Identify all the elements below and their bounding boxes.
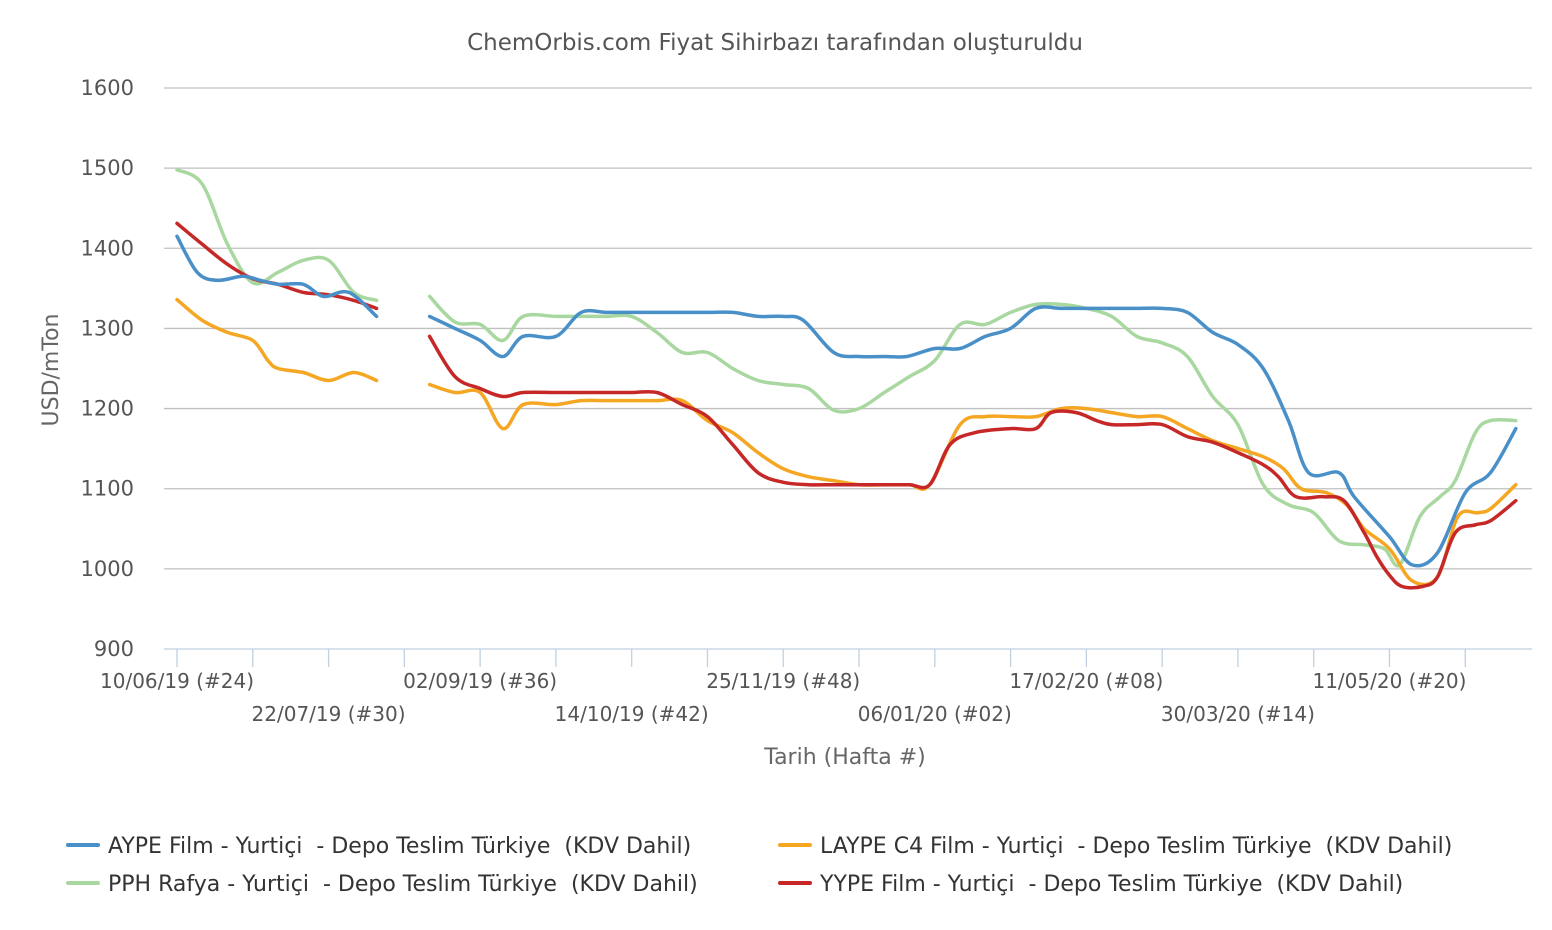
y-tick-label: 1300 (81, 316, 134, 340)
series-lines (175, 167, 1518, 590)
grid-lines (164, 87, 1532, 570)
x-axis-ticks (176, 649, 1466, 667)
y-tick-label: 1600 (81, 76, 134, 100)
legend-item-label[interactable]: LAYPE C4 Film - Yurtiçi - Depo Teslim Tü… (820, 834, 1452, 859)
y-tick-label: 1000 (81, 557, 134, 581)
y-tick-label: 1200 (81, 397, 134, 421)
x-axis-title: Tarih (Hafta #) (763, 745, 925, 770)
x-tick-label: 11/05/20 (#20) (1312, 669, 1466, 693)
x-tick-label: 22/07/19 (#30) (252, 702, 406, 726)
y-tick-label: 1100 (81, 477, 134, 501)
legend-item-label[interactable]: YYPE Film - Yurtiçi - Depo Teslim Türkiy… (819, 872, 1403, 897)
y-tick-label: 1500 (81, 156, 134, 180)
x-tick-label: 25/11/19 (#48) (706, 669, 860, 693)
x-tick-label: 30/03/20 (#14) (1161, 702, 1315, 726)
legend-item-label[interactable]: AYPE Film - Yurtiçi - Depo Teslim Türkiy… (108, 834, 691, 859)
chart-title: ChemOrbis.com Fiyat Sihirbazı tarafından… (467, 30, 1083, 56)
series-line-1 (175, 234, 1518, 568)
series-line-2 (175, 297, 1518, 587)
series-line-4 (175, 221, 1518, 590)
y-tick-label: 900 (94, 637, 134, 661)
y-axis-title: USD/mTon (39, 314, 64, 427)
legend-item-label[interactable]: PPH Rafya - Yurtiçi - Depo Teslim Türkiy… (108, 872, 698, 897)
x-axis-tick-labels: 10/06/19 (#24) 22/07/19 (#30) 02/09/19 (#3… (100, 669, 1466, 726)
x-tick-label: 02/09/19 (#36) (403, 669, 557, 693)
x-tick-label: 14/10/19 (#42) (555, 702, 709, 726)
legend: AYPE Film - Yurtiçi - Depo Teslim Türkiy… (66, 834, 1452, 897)
x-tick-label: 06/01/20 (#02) (858, 702, 1012, 726)
series-line-3 (175, 167, 1518, 568)
y-tick-label: 1400 (81, 236, 134, 260)
x-tick-label: 10/06/19 (#24) (100, 669, 254, 693)
y-axis-ticks: 900 1000 1100 1200 1300 1400 1500 1600 (81, 76, 134, 661)
x-tick-label: 17/02/20 (#08) (1009, 669, 1163, 693)
